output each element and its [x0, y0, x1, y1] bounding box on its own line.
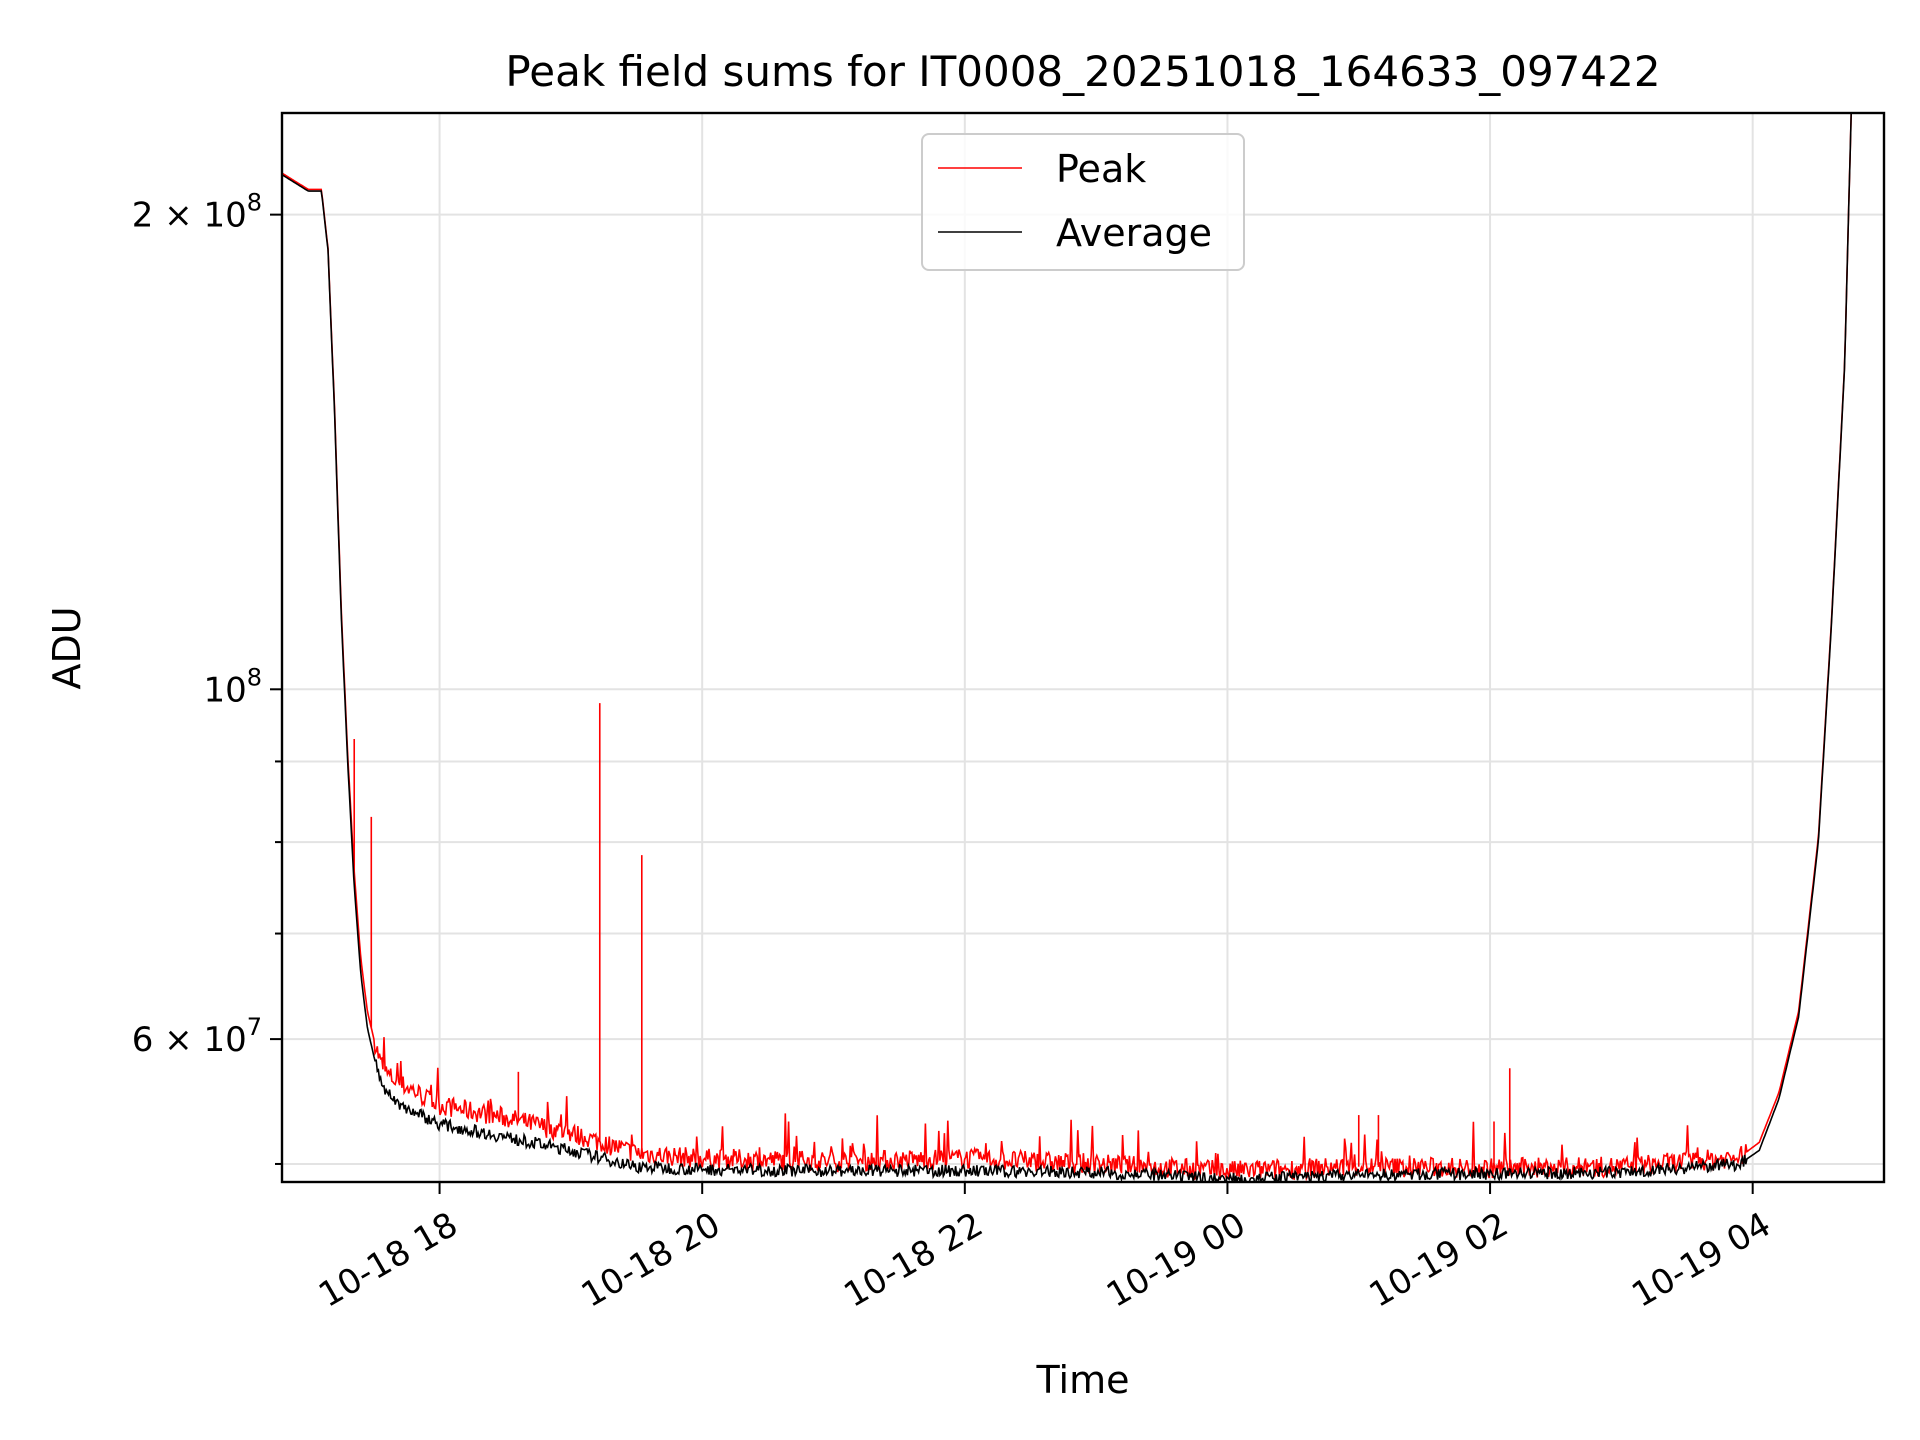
y-tick-base: 6 × 10	[132, 1020, 247, 1060]
series-average-line	[282, 113, 1852, 1182]
y-tick-label: 6 × 107	[132, 1013, 262, 1060]
series-layer	[282, 113, 1852, 1182]
series-peak-line	[282, 113, 1852, 1182]
plot-frame	[280, 111, 1886, 1184]
x-axis-title: Time	[1036, 1358, 1130, 1402]
legend-peak-label: Peak	[1056, 147, 1146, 191]
y-tick-base: 2 × 10	[132, 196, 247, 236]
y-tick-exponent: 8	[247, 189, 262, 217]
legend-average-label: Average	[1056, 211, 1212, 255]
chart-title: Peak field sums for IT0008_20251018_1646…	[505, 47, 1660, 96]
legend: Peak Average	[921, 133, 1245, 271]
y-tick-base: 10	[203, 670, 246, 710]
y-tick-label: 2 × 108	[132, 189, 262, 236]
y-tick-label: 108	[203, 663, 262, 710]
y-tick-exponent: 7	[247, 1013, 262, 1041]
y-axis-title: ADU	[45, 606, 89, 689]
y-tick-exponent: 8	[247, 663, 262, 691]
